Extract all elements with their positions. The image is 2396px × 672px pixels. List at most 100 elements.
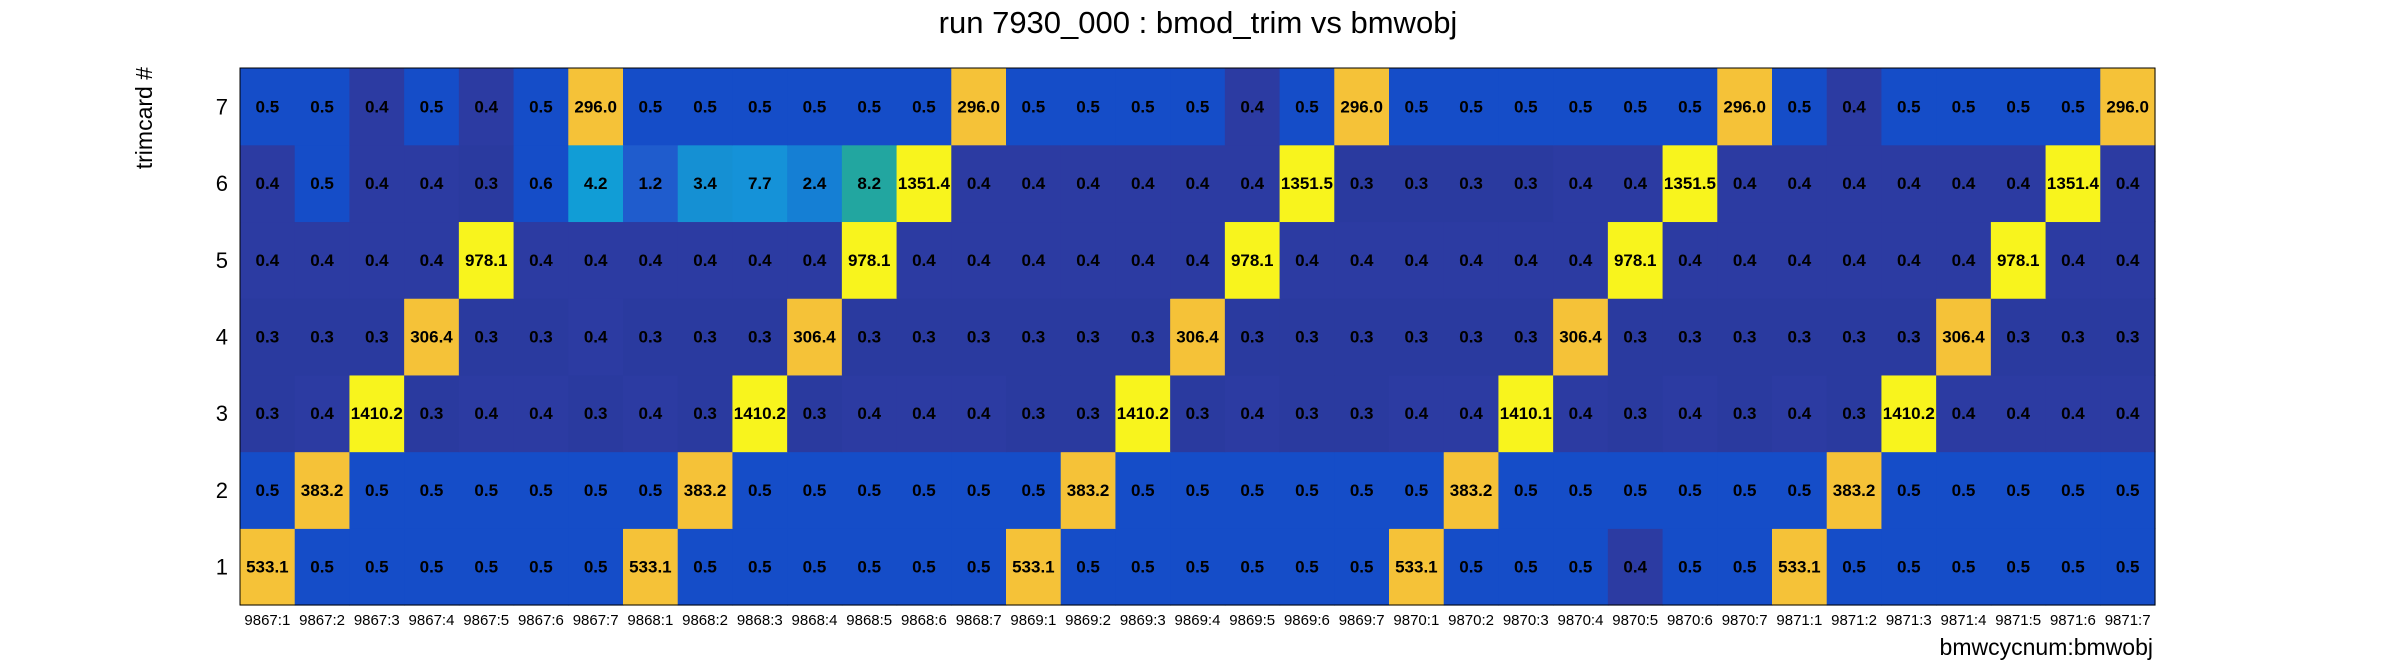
cell-value-label: 978.1 [1614, 251, 1657, 270]
cell-value-label: 0.4 [1405, 251, 1429, 270]
x-tick-label: 9867:3 [354, 612, 400, 629]
cell-value-label: 0.5 [256, 97, 280, 116]
cell-value-label: 0.3 [474, 174, 498, 193]
heatmap-cell [1060, 451, 1117, 529]
heatmap-cell [1115, 451, 1171, 529]
cell-value-label: 1410.2 [1117, 404, 1169, 423]
x-tick-label: 9867:4 [409, 612, 455, 629]
cell-value-label: 0.5 [310, 558, 334, 577]
heatmap-cell [1334, 451, 1390, 529]
heatmap-cell [2045, 221, 2101, 299]
cell-value-label: 0.4 [1240, 174, 1264, 193]
cell-value-label: 0.4 [584, 328, 608, 347]
heatmap-cell [1060, 68, 1117, 146]
cell-value-label: 306.4 [1942, 328, 1985, 347]
heatmap-cell [951, 528, 1007, 606]
x-tick-label: 9867:1 [244, 612, 290, 629]
cell-value-label: 0.5 [967, 481, 991, 500]
cell-value-label: 0.5 [1842, 558, 1866, 577]
heatmap-cell [2045, 451, 2101, 529]
heatmap-cell [841, 68, 898, 146]
heatmap-cell [896, 451, 952, 529]
heatmap-cell [623, 68, 679, 146]
heatmap-cell [1553, 374, 1609, 453]
heatmap-cell [1662, 451, 1718, 529]
heatmap-cell [1224, 451, 1281, 529]
cell-value-label: 0.5 [1569, 97, 1593, 116]
heatmap-cell [1060, 374, 1117, 453]
x-tick-label: 9867:7 [573, 612, 619, 629]
cell-value-label: 0.5 [529, 481, 553, 500]
heatmap-cell [677, 528, 734, 606]
heatmap-cell [677, 451, 734, 529]
heatmap-cell [2100, 68, 2156, 146]
cell-value-label: 0.4 [1788, 404, 1812, 423]
cell-value-label: 0.3 [1405, 174, 1429, 193]
cell-value-label: 0.4 [2116, 404, 2140, 423]
heatmap-cell [1607, 451, 1664, 529]
heatmap-cell [1826, 144, 1883, 223]
cell-value-label: 0.5 [1131, 97, 1155, 116]
heatmap-cell [1607, 68, 1664, 146]
cell-value-label: 0.3 [639, 328, 663, 347]
heatmap-cell [732, 451, 788, 529]
cell-value-label: 0.5 [420, 481, 444, 500]
cell-value-label: 1351.5 [1281, 174, 1333, 193]
x-tick-label: 9869:3 [1120, 612, 1166, 629]
heatmap-cell [2100, 144, 2156, 223]
cell-value-label: 0.4 [1459, 251, 1483, 270]
heatmap-cell [787, 374, 843, 453]
heatmap-cell [1607, 298, 1664, 376]
heatmap-cell [1607, 144, 1664, 223]
heatmap-cell [1170, 68, 1226, 146]
cell-value-label: 0.3 [1678, 328, 1702, 347]
heatmap-cell [1443, 298, 1500, 376]
heatmap-cell [513, 451, 569, 529]
cell-value-label: 0.4 [1186, 251, 1210, 270]
heatmap-cell [1881, 451, 1937, 529]
x-tick-label: 9868:5 [846, 612, 892, 629]
chart-title: run 7930_000 : bmod_trim vs bmwobj [939, 5, 1458, 40]
heatmap-cell [1662, 298, 1718, 376]
heatmap-cell [732, 298, 788, 376]
cell-value-label: 0.4 [857, 404, 881, 423]
cell-value-label: 0.4 [1842, 174, 1866, 193]
x-tick-label: 9868:4 [792, 612, 838, 629]
heatmap-cell [1826, 68, 1883, 146]
cell-value-label: 2.4 [803, 174, 827, 193]
cell-value-label: 0.3 [1842, 404, 1866, 423]
cell-value-label: 0.5 [1897, 97, 1921, 116]
cell-value-label: 0.4 [967, 174, 991, 193]
heatmap-cell [349, 144, 405, 223]
heatmap-cell [2045, 68, 2101, 146]
heatmap-cell [1553, 298, 1609, 376]
heatmap-cell [1662, 68, 1718, 146]
cell-value-label: 0.5 [1240, 481, 1264, 500]
heatmap-cell [787, 451, 843, 529]
heatmap-cell [1717, 374, 1773, 453]
heatmap-cell [458, 374, 515, 453]
cell-value-label: 0.3 [748, 328, 772, 347]
heatmap-cell [1772, 298, 1828, 376]
cell-value-label: 0.4 [1623, 558, 1647, 577]
heatmap-cell [677, 68, 734, 146]
cell-value-label: 0.4 [1569, 174, 1593, 193]
x-tick-label: 9869:2 [1065, 612, 1111, 629]
x-tick-label: 9867:2 [299, 612, 345, 629]
heatmap-cell [2045, 374, 2101, 453]
cell-value-label: 0.6 [529, 174, 553, 193]
heatmap-cell [1334, 298, 1390, 376]
cell-value-label: 0.5 [2006, 97, 2030, 116]
cell-value-label: 0.5 [1295, 481, 1319, 500]
heatmap-cell [294, 144, 351, 223]
heatmap-cell [1006, 68, 1062, 146]
heatmap-cell [240, 68, 296, 146]
cell-value-label: 0.3 [2061, 328, 2085, 347]
heatmap-cell [1060, 298, 1117, 376]
heatmap-cell [458, 528, 515, 606]
cell-value-label: 0.5 [857, 97, 881, 116]
cell-value-label: 0.3 [1733, 404, 1757, 423]
heatmap-cell [349, 221, 405, 299]
cell-value-label: 0.4 [1022, 251, 1046, 270]
cell-value-label: 0.3 [256, 328, 280, 347]
